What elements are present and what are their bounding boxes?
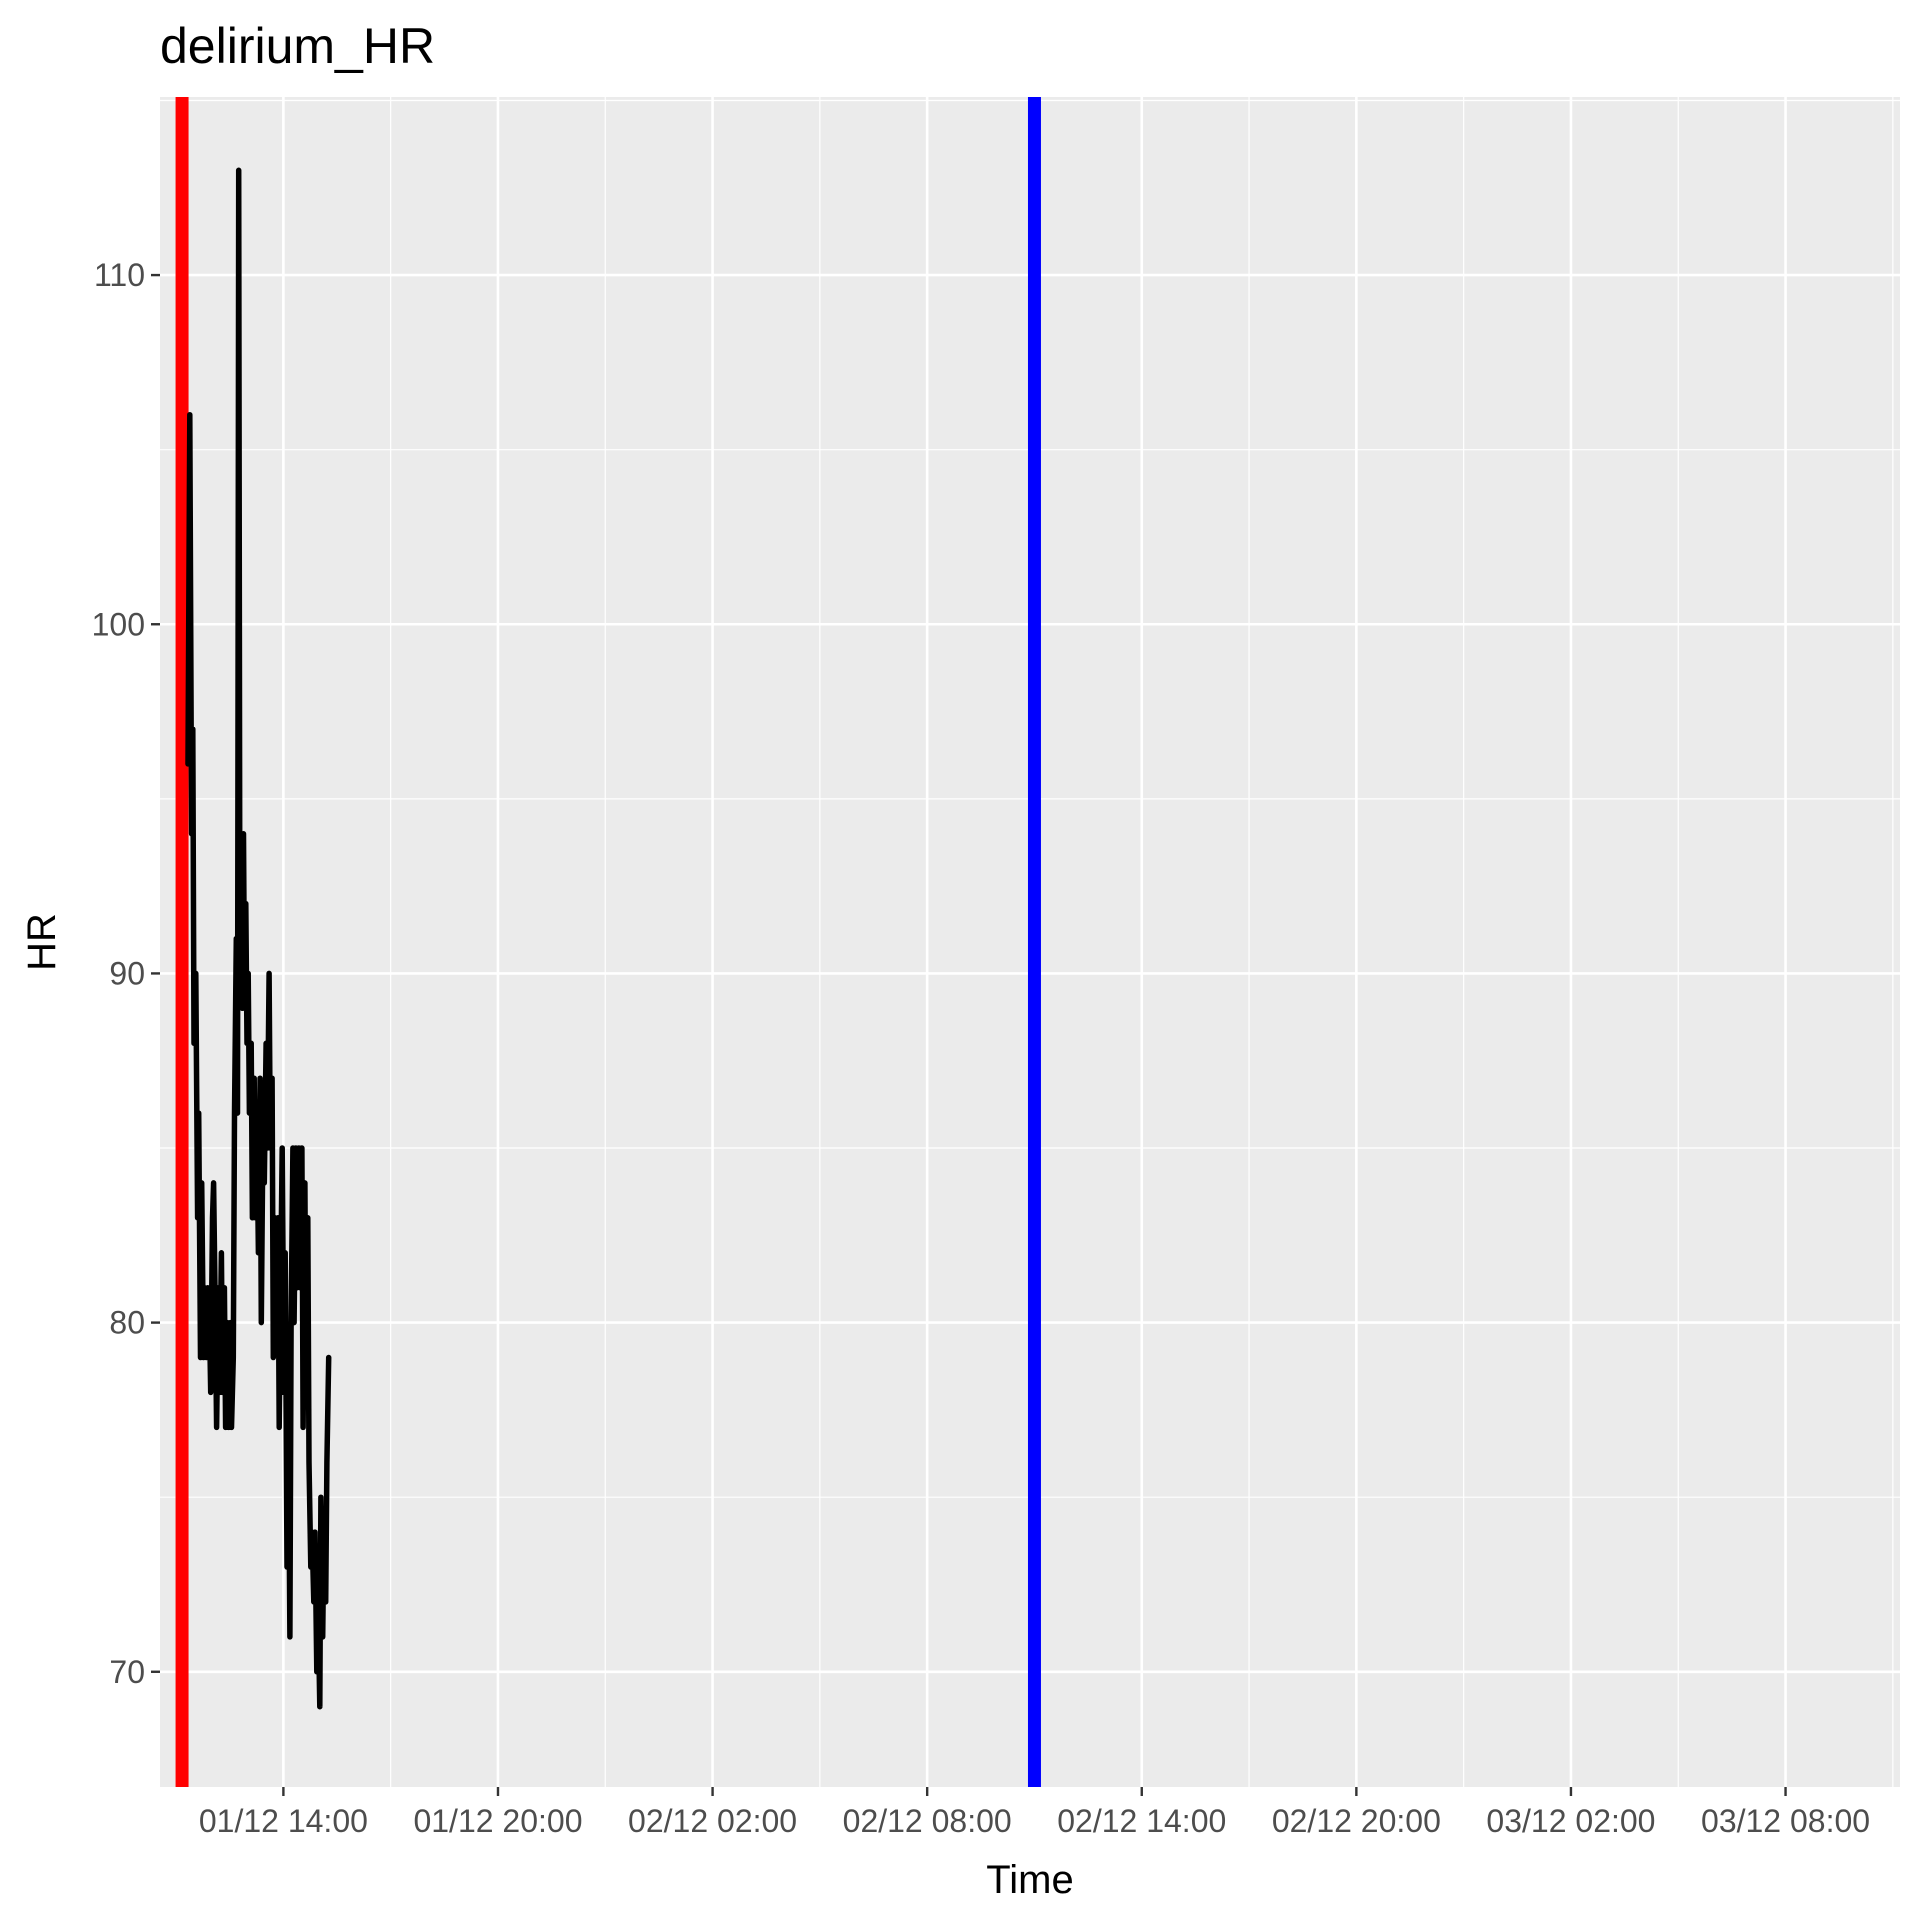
- y-tick-label: 100: [92, 606, 145, 642]
- y-tick-label: 90: [109, 955, 145, 991]
- x-tick-label: 03/12 02:00: [1486, 1803, 1655, 1839]
- x-tick-label: 02/12 20:00: [1272, 1803, 1441, 1839]
- x-tick-label: 01/12 20:00: [413, 1803, 582, 1839]
- y-axis: 70 80 90 100 110: [92, 257, 160, 1690]
- x-axis: 01/12 14:00 01/12 20:00 02/12 02:00 02/12 0…: [199, 1787, 1870, 1839]
- x-tick-label: 01/12 14:00: [199, 1803, 368, 1839]
- y-tick-label: 110: [94, 257, 145, 293]
- y-tick-label: 70: [109, 1654, 145, 1690]
- y-tick-label: 80: [109, 1305, 145, 1341]
- reference-lines: [175, 97, 1041, 1787]
- x-tick-label: 02/12 02:00: [628, 1803, 797, 1839]
- x-tick-label: 02/12 08:00: [843, 1803, 1012, 1839]
- x-axis-title: Time: [986, 1858, 1073, 1902]
- x-tick-label: 03/12 08:00: [1701, 1803, 1870, 1839]
- y-axis-title: HR: [20, 913, 64, 971]
- series-line: [185, 167, 332, 1710]
- x-tick-label: 02/12 14:00: [1057, 1803, 1226, 1839]
- series-group: [185, 167, 332, 1710]
- chart-title: delirium_HR: [160, 18, 435, 74]
